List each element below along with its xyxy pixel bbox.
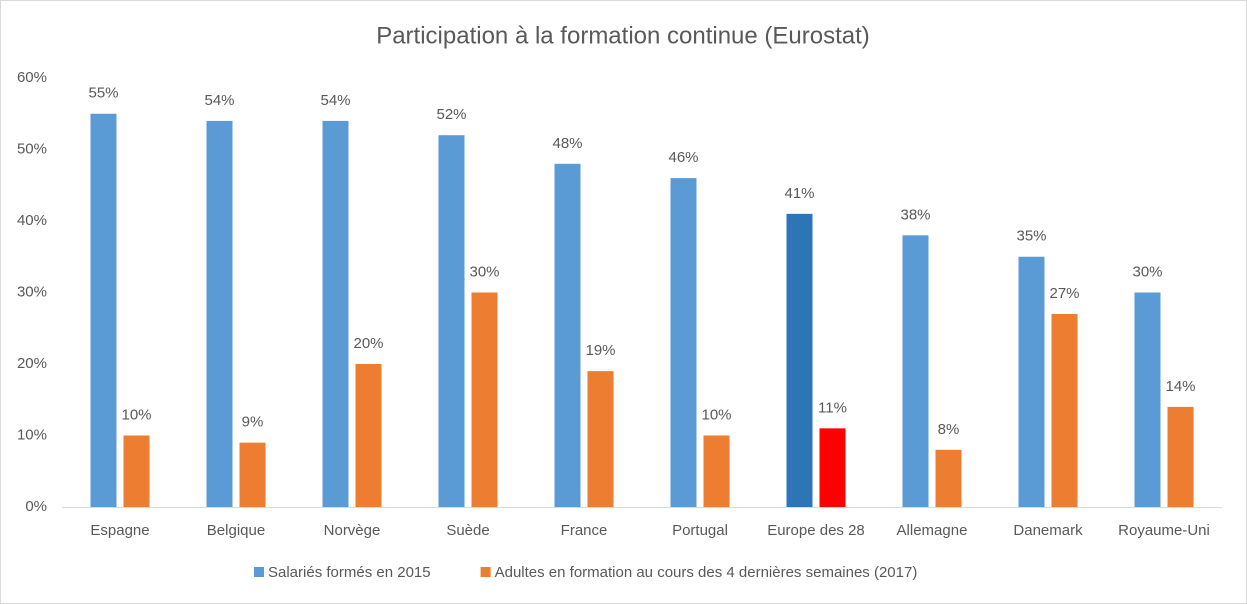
value-label: 30% [469,263,499,280]
value-label: 54% [204,92,234,109]
legend-swatch [254,567,264,577]
bar [786,213,813,507]
bar [1051,313,1078,507]
y-tick-label: 0% [25,498,47,515]
y-tick-label: 30% [17,283,47,300]
x-tick-label: Suède [446,522,489,539]
legend-label: Adultes en formation au cours des 4 dern… [495,564,918,581]
bar [355,364,382,507]
value-label: 46% [668,149,698,166]
bar [322,120,349,508]
x-tick-label: Danemark [1013,522,1083,539]
value-label: 19% [585,342,615,359]
value-label: 27% [1049,285,1079,302]
bar [438,135,465,507]
value-label: 14% [1165,378,1195,395]
bar [1167,406,1194,507]
legend-swatch [480,567,491,577]
bar [1134,292,1161,507]
x-tick-label: Royaume-Uni [1118,522,1210,539]
x-tick-label: France [561,522,608,539]
bar [90,113,117,507]
value-label: 8% [938,421,960,438]
y-tick-label: 20% [17,355,47,372]
value-label: 55% [88,85,118,102]
x-tick-label: Espagne [90,522,149,539]
value-label: 30% [1132,263,1162,280]
x-tick-label: Norvège [324,522,381,539]
value-label: 20% [353,335,383,352]
bar [587,371,614,507]
bar [819,428,846,507]
bar [670,178,697,507]
y-tick-label: 40% [17,212,47,229]
bar [471,292,498,507]
bar [206,120,233,508]
value-label: 35% [1016,228,1046,245]
legend-label: Salariés formés en 2015 [268,564,431,581]
value-label: 10% [121,406,151,423]
value-label: 54% [320,92,350,109]
value-label: 10% [701,406,731,423]
y-tick-label: 50% [17,140,47,157]
value-label: 11% [818,399,847,416]
bar [935,449,962,507]
x-tick-label: Belgique [207,522,265,539]
value-label: 48% [552,135,582,152]
y-tick-label: 10% [17,426,47,443]
x-tick-label: Europe des 28 [767,522,865,539]
x-tick-label: Portugal [672,522,728,539]
bar [123,435,150,507]
bar [902,235,929,508]
value-label: 41% [784,185,814,202]
value-label: 9% [242,414,264,431]
value-label: 52% [436,106,466,123]
bar [703,435,730,507]
value-label: 38% [900,206,930,223]
chart-title: Participation à la formation continue (E… [376,22,870,49]
y-tick-label: 60% [17,69,47,86]
x-tick-label: Allemagne [897,522,968,539]
bar [1018,256,1045,507]
bar [239,442,266,507]
bar [554,163,581,508]
